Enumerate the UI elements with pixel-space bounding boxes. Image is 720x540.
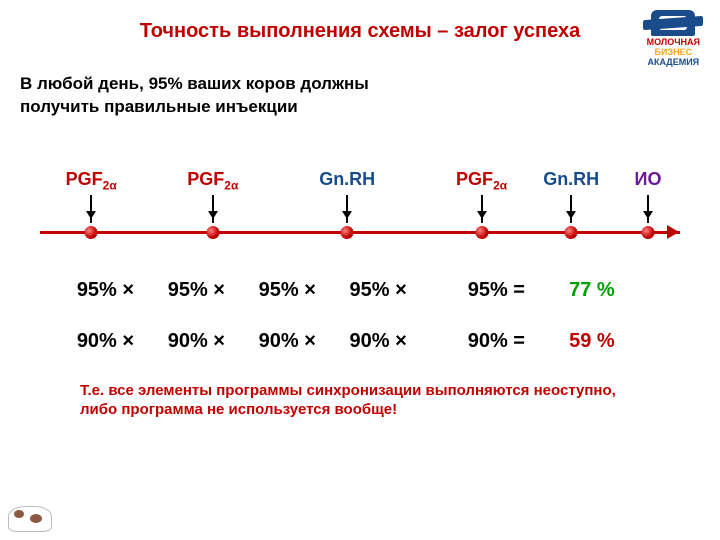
protocol-timeline: PGF2α PGF2α Gn.RH PGF2α Gn.RH ИО (40, 169, 680, 259)
injection-dot (475, 226, 488, 239)
injection-dot (642, 226, 655, 239)
timeline-arrowhead (667, 225, 686, 239)
factor-value: 95% × (242, 279, 333, 302)
injection-label: PGF2α (456, 169, 507, 193)
injection-dot (206, 226, 219, 239)
subtitle: В любой день, 95% ваших коров должны пол… (20, 73, 720, 119)
injection-arrow (647, 195, 649, 223)
compliance-rows: 95% ×95% ×95% ×95% ×95% =77 %90% ×90% ×9… (60, 279, 660, 353)
footer-note: Т.е. все элементы программы синхронизаци… (80, 381, 640, 420)
injection-label: PGF2α (66, 169, 117, 193)
factor-value: 95% × (151, 279, 242, 302)
factor-value: 90% × (242, 330, 333, 353)
injection-arrow (346, 195, 348, 223)
slide-title: Точность выполнения схемы – залог успеха (0, 0, 720, 43)
injection-dot (85, 226, 98, 239)
compliance-row: 90% ×90% ×90% ×90% ×90% =59 % (60, 330, 660, 353)
factor-value: 90% × (60, 330, 151, 353)
timeline-axis (40, 231, 680, 234)
result-value: 77 % (569, 279, 660, 302)
factor-value: 95% = (424, 279, 569, 302)
factor-value: 90% = (424, 330, 569, 353)
injection-arrow (90, 195, 92, 223)
compliance-row: 95% ×95% ×95% ×95% ×95% =77 % (60, 279, 660, 302)
injection-label: ИО (635, 169, 662, 190)
result-value: 59 % (569, 330, 660, 353)
injection-dot (565, 226, 578, 239)
factor-value: 90% × (151, 330, 242, 353)
graduation-cap-icon (651, 10, 695, 36)
academy-logo: МОЛОЧНАЯ БИЗНЕС АКАДЕМИЯ (647, 10, 700, 68)
injection-arrow (570, 195, 572, 223)
factor-value: 95% × (333, 279, 424, 302)
injection-label: Gn.RH (543, 169, 599, 190)
injection-label: Gn.RH (319, 169, 375, 190)
factor-value: 90% × (333, 330, 424, 353)
factor-value: 95% × (60, 279, 151, 302)
injection-arrow (212, 195, 214, 223)
injection-label: PGF2α (187, 169, 238, 193)
cow-image (2, 496, 62, 538)
injection-dot (341, 226, 354, 239)
injection-arrow (481, 195, 483, 223)
